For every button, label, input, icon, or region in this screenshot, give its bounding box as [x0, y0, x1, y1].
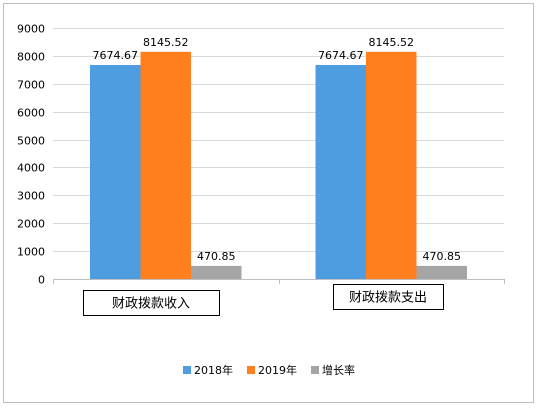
legend: 2018年 2019年 增长率	[183, 363, 355, 377]
legend-swatch	[247, 366, 255, 374]
bar	[416, 265, 467, 279]
y-tick-label: 0	[38, 274, 45, 287]
bar	[140, 51, 191, 279]
y-tick-label: 1000	[17, 246, 45, 259]
y-tick-label: 6000	[17, 107, 45, 120]
y-axis-ticks: 0 1000 2000 3000 4000 5000 6000 7000 8000 9000	[17, 23, 45, 287]
y-tick-label: 2000	[17, 218, 45, 231]
bar	[315, 65, 366, 279]
category-box-border	[333, 284, 444, 310]
legend-label: 2019年	[258, 363, 297, 377]
data-label: 8145.52	[143, 36, 189, 49]
bar	[191, 265, 242, 279]
data-label: 7674.67	[318, 49, 364, 62]
bar	[90, 65, 141, 279]
x-axis	[53, 279, 505, 284]
legend-swatch	[183, 366, 191, 374]
y-tick-label: 8000	[17, 51, 45, 64]
category-label: 财政拨款支出	[349, 291, 427, 306]
category-label: 财政拨款收入	[112, 297, 190, 312]
bar	[366, 51, 417, 279]
y-tick-label: 3000	[17, 190, 45, 203]
category-label-box: 财政拨款收入	[83, 290, 220, 316]
category-box-border	[83, 290, 220, 316]
data-label: 470.85	[423, 250, 462, 263]
category-labels: 财政拨款收入 财政拨款支出	[83, 284, 444, 316]
data-label: 470.85	[197, 250, 236, 263]
data-label: 7674.67	[93, 49, 139, 62]
y-tick-label: 7000	[17, 79, 45, 92]
legend-label: 2018年	[194, 363, 233, 377]
y-tick-label: 4000	[17, 162, 45, 175]
legend-label: 增长率	[322, 363, 355, 377]
data-label: 8145.52	[369, 36, 415, 49]
legend-swatch	[311, 366, 319, 374]
y-tick-label: 5000	[17, 135, 45, 148]
category-label-box: 财政拨款支出	[333, 284, 444, 310]
bars	[90, 51, 467, 279]
data-labels: 7674.67 8145.52 470.85 7674.67 8145.52 470.85	[93, 36, 462, 263]
y-tick-label: 9000	[17, 23, 45, 36]
